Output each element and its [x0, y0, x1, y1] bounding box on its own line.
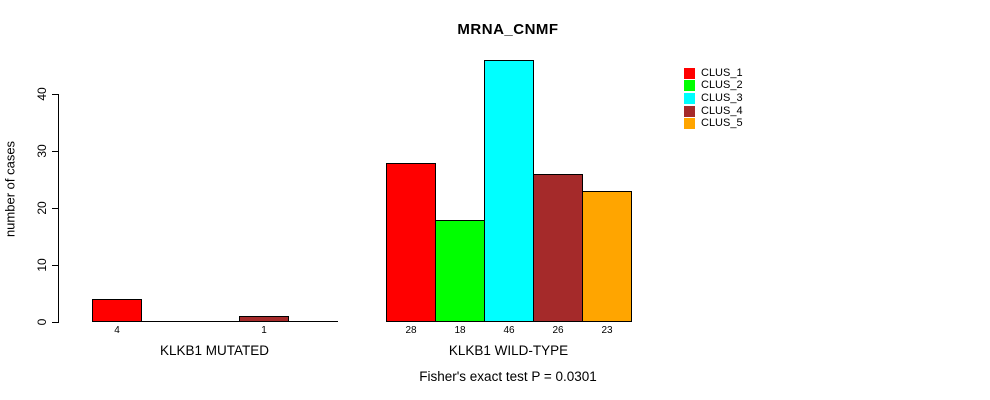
legend-label: CLUS_3: [701, 91, 743, 104]
y-axis-line: [58, 94, 59, 323]
y-tick-mark: [52, 322, 58, 323]
bar-value-label: 26: [552, 325, 564, 336]
y-tick-mark: [52, 94, 58, 95]
legend-item-clus_2: CLUS_2: [684, 80, 743, 92]
bar-value-label: 23: [601, 325, 613, 336]
y-axis-label: number of cases: [2, 140, 18, 238]
bar-clus_2: [435, 220, 485, 322]
bar-value-label: 18: [454, 325, 466, 336]
bar-clus_5: [288, 321, 338, 322]
y-tick-mark: [52, 151, 58, 152]
legend-color-swatch: [684, 105, 695, 117]
bar-clus_5: [582, 191, 632, 322]
legend-item-clus_3: CLUS_3: [684, 92, 743, 104]
bar-clus_1: [386, 163, 436, 322]
legend-color-swatch: [684, 80, 695, 92]
y-tick-label: 40: [35, 87, 49, 101]
group-label-wild-type: KLKB1 WILD-TYPE: [448, 343, 569, 358]
y-tick-label: 20: [35, 201, 49, 215]
legend-color-swatch: [684, 67, 695, 79]
legend-item-clus_4: CLUS_4: [684, 105, 743, 117]
bar-clus_4: [533, 174, 583, 322]
legend-label: CLUS_4: [701, 104, 743, 117]
bar-clus_3: [190, 321, 240, 322]
legend-item-clus_1: CLUS_1: [684, 67, 743, 79]
bar-clus_1: [92, 299, 142, 322]
bar-clus_2: [141, 321, 191, 322]
legend-color-swatch: [684, 92, 695, 104]
y-tick-label: 10: [35, 258, 49, 272]
y-tick-mark: [52, 208, 58, 209]
legend-label: CLUS_2: [701, 79, 743, 92]
bar-value-label: 28: [405, 325, 417, 336]
bar-clus_3: [484, 60, 534, 322]
y-tick-label: 0: [35, 318, 49, 326]
bar-value-label: 1: [261, 325, 267, 336]
bar-value-label: 4: [114, 325, 120, 336]
y-tick-label: 30: [35, 144, 49, 158]
annotation-text: Fisher's exact test P = 0.0301: [419, 369, 597, 384]
bar-clus_4: [239, 316, 289, 322]
legend-color-swatch: [684, 118, 695, 130]
legend-label: CLUS_5: [701, 117, 743, 130]
y-tick-mark: [52, 265, 58, 266]
bar-value-label: 46: [503, 325, 515, 336]
legend-item-clus_5: CLUS_5: [684, 118, 743, 130]
legend-label: CLUS_1: [701, 66, 743, 79]
group-label-mutated: KLKB1 MUTATED: [159, 343, 270, 358]
chart-title: MRNA_CNMF: [457, 21, 559, 38]
